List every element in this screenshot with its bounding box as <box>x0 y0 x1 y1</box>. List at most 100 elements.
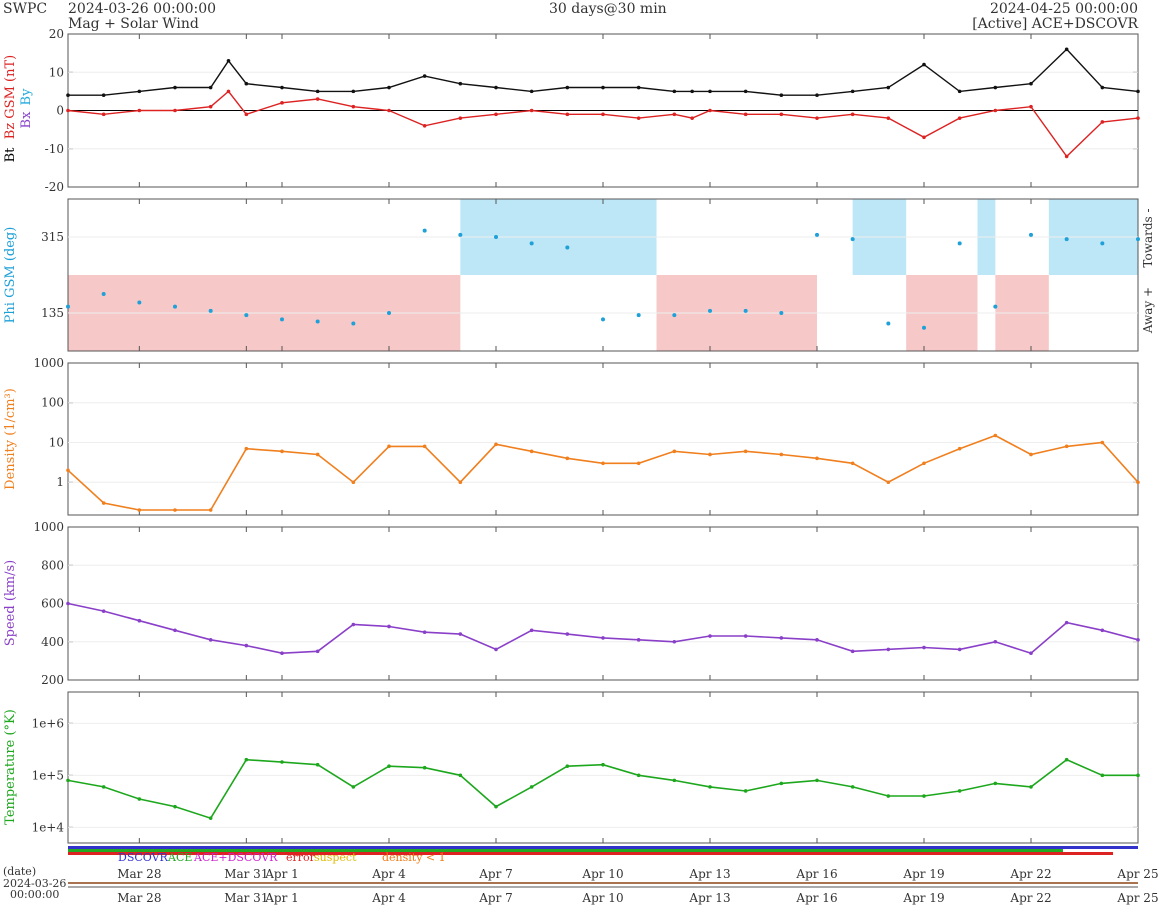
speed-series-line-point <box>743 634 748 638</box>
temperature-series-line-point <box>315 762 320 767</box>
temperature-ylabel: Temperature (°K) <box>3 709 18 825</box>
density-series-line <box>67 434 1139 511</box>
temperature-series-line-point <box>422 765 427 770</box>
y-tick-label: 315 <box>41 230 64 244</box>
temperature-series-line-point <box>244 757 249 762</box>
density-series-line-point <box>636 461 641 466</box>
x-tick-label: Apr 7 <box>478 867 513 881</box>
source-bar-ace <box>68 849 1063 852</box>
phi-point <box>565 245 570 250</box>
x-tick-label: Apr 25 <box>1116 867 1158 881</box>
phi-point <box>850 237 855 242</box>
speed-series-line-point <box>351 622 356 627</box>
temperature-series-line-point <box>458 773 463 778</box>
density-series-line-point <box>137 508 142 512</box>
bz-series-line-point <box>137 108 142 113</box>
x-tick-label-lower: Apr 16 <box>795 891 837 905</box>
x-tick-label-lower: Mar 28 <box>117 891 161 905</box>
density-series-line-point <box>66 468 70 473</box>
bz-series-line-point <box>226 89 231 94</box>
y-tick-label: 10 <box>49 435 64 449</box>
x-tick-label-lower: Apr 4 <box>371 891 406 905</box>
temperature-series-line-point <box>66 778 70 783</box>
subtitle: Mag + Solar Wind <box>68 16 199 32</box>
y-tick-label: 1000 <box>33 520 64 534</box>
bz-series-line-point <box>173 108 177 113</box>
y-tick-label: -20 <box>45 180 64 194</box>
y-tick-label: 1e+6 <box>32 716 64 730</box>
phi-point <box>922 325 926 330</box>
temperature-series-line-point <box>957 789 962 793</box>
bz-series-line-point <box>708 108 712 113</box>
speed-series-line-point <box>1136 638 1140 642</box>
x-tick-label-lower: Apr 13 <box>688 891 730 905</box>
phi-point <box>743 308 748 313</box>
speed-series-line-point <box>708 634 712 638</box>
speed-series-line-point <box>494 647 498 652</box>
bt-series-line-point <box>244 81 249 86</box>
y-tick-label: 20 <box>49 27 64 41</box>
legend-density-1: density < 1 <box>382 851 446 864</box>
bt-series-line-point <box>101 93 106 97</box>
y-tick-label: 1e+4 <box>32 820 65 834</box>
y-tick-label: 200 <box>41 673 64 687</box>
phi-point <box>1136 237 1140 242</box>
speed-series-line-point <box>993 639 998 644</box>
bt-series-line-point <box>815 93 819 97</box>
x-tick-label: Apr 1 <box>264 867 299 881</box>
bz-series-line-point <box>351 104 356 109</box>
temperature-series-line-point <box>743 789 748 793</box>
y-tick-label: 100 <box>41 396 64 410</box>
speed-series-line-point <box>565 632 570 636</box>
bz-series-line-point <box>1064 154 1069 159</box>
density-series-line-point <box>815 456 819 461</box>
temperature-series-line-point <box>208 816 213 820</box>
y-tick-label: 600 <box>41 597 64 611</box>
bt-series-line-point <box>137 89 142 94</box>
time-span: 30 days@30 min <box>549 1 667 17</box>
temperature-series-line-point <box>1136 773 1140 778</box>
speed-series-line-point <box>815 638 819 642</box>
speed-ylabel: Speed (km/s) <box>3 560 18 646</box>
date-label: (date) <box>3 865 37 878</box>
speed-series-line-point <box>458 632 463 636</box>
x-tick-label-lower: Mar 31 <box>224 891 268 905</box>
bz-series-line-point <box>672 112 677 117</box>
speed-series-line-point <box>244 643 249 648</box>
phi-point <box>529 241 534 246</box>
y-tick-label: 1e+5 <box>32 768 64 782</box>
bt-series-line-point <box>1136 89 1140 94</box>
bt-series-line-point <box>779 93 784 97</box>
speed-series-line-point <box>137 618 142 623</box>
temperature-series-line-point <box>708 785 712 789</box>
legend-ace: ACE <box>167 851 192 864</box>
temperature-series-line-point <box>387 764 391 768</box>
speed-series-line-point <box>636 638 641 642</box>
temperature-series-line-point <box>280 760 284 764</box>
speed-series-line-point <box>1064 620 1069 625</box>
density-ylabel: Density (1/cm³) <box>3 388 18 490</box>
bt-series-line-point <box>1100 85 1105 90</box>
start-datetime: 2024-03-26 00:00:00 <box>68 1 217 17</box>
density-series-line-point <box>886 480 891 485</box>
bz-series-line-point <box>422 124 427 128</box>
y-tick-label: 400 <box>41 635 64 649</box>
bz-series-line-point <box>957 116 962 120</box>
bt-series-line-point <box>208 85 213 90</box>
speed-series-line-point <box>672 639 677 644</box>
bt-series-line-point <box>850 89 855 94</box>
panel-frame-4 <box>67 691 1139 844</box>
org-label: SWPC <box>3 1 48 17</box>
phi-point <box>458 232 463 237</box>
bz-series-line-point <box>601 112 605 117</box>
phi-point <box>601 317 605 322</box>
bz-series-line-point <box>565 112 570 117</box>
density-series-line-point <box>779 452 784 457</box>
time-value: 00:00:00 <box>10 888 60 901</box>
temperature-series-line-point <box>101 785 106 789</box>
speed-series-line-point <box>779 636 784 640</box>
temperature-series-line-point <box>601 762 605 767</box>
ylabel-part-1: Bz GSM (nT) <box>3 55 18 139</box>
phi-point <box>244 313 249 318</box>
bz-series-line-point <box>66 108 70 113</box>
